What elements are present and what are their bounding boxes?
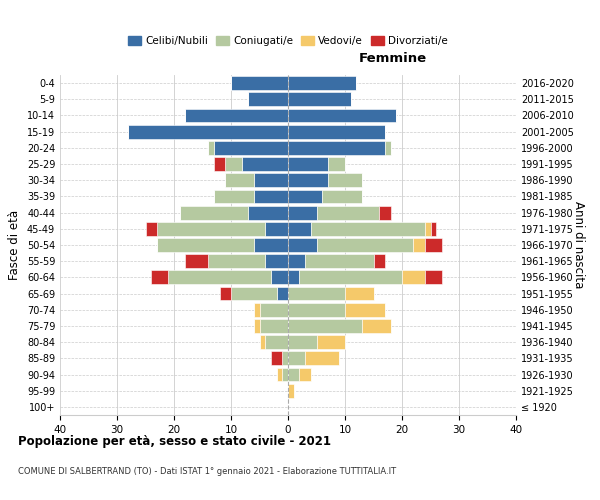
Bar: [254, 319, 260, 333]
Bar: [328, 174, 362, 187]
Bar: [208, 254, 265, 268]
Bar: [288, 206, 317, 220]
Bar: [151, 270, 168, 284]
Bar: [260, 303, 288, 316]
Bar: [425, 270, 442, 284]
Bar: [288, 222, 311, 235]
Bar: [299, 368, 311, 382]
Bar: [288, 352, 305, 365]
Bar: [345, 286, 373, 300]
Bar: [317, 206, 379, 220]
Bar: [288, 141, 385, 154]
Bar: [299, 270, 402, 284]
Bar: [231, 76, 288, 90]
Bar: [288, 270, 299, 284]
Bar: [271, 352, 283, 365]
Bar: [288, 92, 350, 106]
Bar: [214, 190, 254, 203]
Text: COMUNE DI SALBERTRAND (TO) - Dati ISTAT 1° gennaio 2021 - Elaborazione TUTTITALI: COMUNE DI SALBERTRAND (TO) - Dati ISTAT …: [18, 468, 396, 476]
Bar: [242, 157, 288, 171]
Bar: [277, 286, 288, 300]
Bar: [254, 190, 288, 203]
Bar: [226, 157, 242, 171]
Bar: [265, 336, 288, 349]
Bar: [288, 238, 317, 252]
Bar: [265, 222, 288, 235]
Bar: [168, 270, 271, 284]
Bar: [157, 222, 265, 235]
Bar: [322, 190, 362, 203]
Bar: [248, 206, 288, 220]
Bar: [248, 92, 288, 106]
Bar: [362, 319, 391, 333]
Bar: [277, 368, 283, 382]
Bar: [305, 254, 373, 268]
Bar: [305, 352, 340, 365]
Bar: [220, 286, 231, 300]
Bar: [425, 238, 442, 252]
Bar: [288, 108, 397, 122]
Bar: [128, 125, 288, 138]
Bar: [288, 157, 328, 171]
Bar: [345, 303, 385, 316]
Bar: [254, 303, 260, 316]
Bar: [254, 174, 288, 187]
Bar: [185, 108, 288, 122]
Text: Popolazione per età, sesso e stato civile - 2021: Popolazione per età, sesso e stato civil…: [18, 435, 331, 448]
Bar: [271, 270, 288, 284]
Text: Femmine: Femmine: [359, 52, 427, 65]
Bar: [379, 206, 391, 220]
Bar: [283, 352, 288, 365]
Bar: [288, 336, 317, 349]
Bar: [311, 222, 425, 235]
Bar: [185, 254, 208, 268]
Bar: [288, 190, 322, 203]
Bar: [288, 384, 294, 398]
Bar: [231, 286, 277, 300]
Bar: [288, 368, 299, 382]
Legend: Celibi/Nubili, Coniugati/e, Vedovi/e, Divorziati/e: Celibi/Nubili, Coniugati/e, Vedovi/e, Di…: [125, 32, 451, 49]
Bar: [402, 270, 425, 284]
Bar: [226, 174, 254, 187]
Bar: [260, 336, 265, 349]
Bar: [288, 125, 385, 138]
Bar: [288, 286, 345, 300]
Bar: [283, 368, 288, 382]
Bar: [180, 206, 248, 220]
Bar: [265, 254, 288, 268]
Bar: [431, 222, 436, 235]
Bar: [146, 222, 157, 235]
Bar: [413, 238, 425, 252]
Bar: [260, 319, 288, 333]
Bar: [328, 157, 345, 171]
Y-axis label: Fasce di età: Fasce di età: [8, 210, 21, 280]
Bar: [254, 238, 288, 252]
Bar: [157, 238, 254, 252]
Bar: [288, 319, 362, 333]
Bar: [214, 141, 288, 154]
Bar: [385, 141, 391, 154]
Bar: [214, 157, 226, 171]
Bar: [288, 76, 356, 90]
Bar: [425, 222, 431, 235]
Bar: [317, 238, 413, 252]
Bar: [288, 303, 345, 316]
Bar: [373, 254, 385, 268]
Bar: [208, 141, 214, 154]
Y-axis label: Anni di nascita: Anni di nascita: [572, 202, 585, 288]
Bar: [288, 254, 305, 268]
Bar: [288, 174, 328, 187]
Bar: [317, 336, 345, 349]
